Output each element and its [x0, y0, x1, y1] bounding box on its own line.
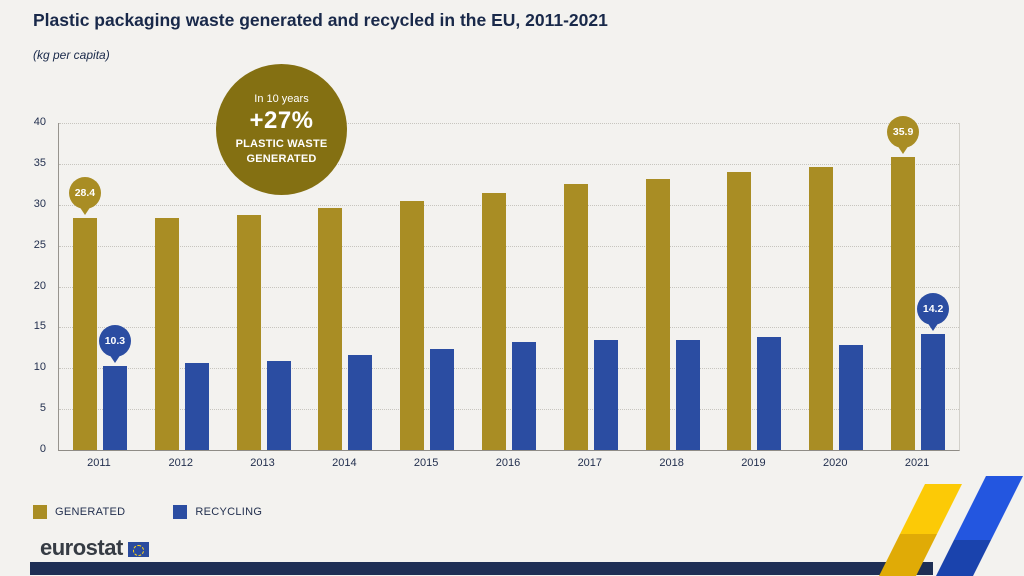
bar-recycling-2016	[512, 342, 536, 450]
callout-line2: +27%	[249, 107, 314, 135]
callout-line3: PLASTIC WASTE	[235, 138, 328, 151]
y-axis-label: 40	[33, 116, 46, 128]
x-axis-label: 2011	[87, 457, 111, 469]
plot-area: 28.4 10.3 35.9 14.2	[58, 115, 960, 451]
x-axis-label: 2017	[577, 457, 603, 469]
data-label-tail	[897, 144, 910, 154]
data-label-tail	[927, 321, 940, 331]
chart-title: Plastic packaging waste generated and re…	[33, 10, 608, 30]
gridline	[59, 286, 959, 288]
bar-recycling-2012	[184, 363, 209, 450]
x-axis-label: 2020	[823, 457, 848, 469]
bar-generated-2021	[891, 156, 916, 450]
bar-generated-2015	[400, 200, 425, 450]
chart-subtitle: (kg per capita)	[33, 48, 110, 62]
y-axis-label: 0	[39, 443, 46, 455]
y-axis-label: 20	[33, 279, 46, 292]
x-axis-label: 2013	[250, 457, 275, 469]
bar-recycling-2014	[348, 355, 373, 450]
callout-bubble: In 10 years +27% PLASTIC WASTE GENERATED	[216, 64, 347, 195]
x-axis-label: 2016	[495, 457, 521, 469]
data-label-tail	[78, 205, 91, 215]
y-axis-label: 10	[33, 361, 46, 374]
eurostat-logo: eurostat	[40, 537, 149, 559]
x-axis-label: 2015	[413, 457, 439, 469]
bar-recycling-2015	[430, 349, 455, 450]
gridline	[59, 245, 959, 247]
eu-stars-ring	[133, 544, 145, 556]
legend-swatch-recycling	[173, 505, 188, 519]
legend-item-recycling: RECYCLING	[173, 505, 262, 519]
gridline	[59, 368, 959, 370]
callout-line4: GENERATED	[246, 152, 317, 165]
bar-recycling-2018	[675, 339, 700, 450]
gridline	[59, 163, 959, 165]
x-axis-label: 2018	[659, 457, 684, 469]
bar-generated-2019	[727, 172, 752, 450]
bar-generated-2012	[154, 217, 179, 450]
legend-label-recycling: RECYCLING	[195, 506, 263, 518]
bar-generated-2014	[318, 208, 343, 450]
gridline	[59, 204, 959, 206]
bar-recycling-2011	[102, 365, 127, 450]
bar-recycling-2019	[757, 337, 782, 450]
legend-swatch-generated	[33, 505, 47, 519]
eu-flag-icon	[127, 542, 149, 557]
y-axis: 0 5 10 15 20 25 30 35 40	[0, 116, 52, 455]
data-label-tail	[108, 353, 121, 363]
callout-line1: In 10 years	[254, 93, 309, 106]
bar-generated-2013	[236, 215, 261, 450]
bar-generated-2017	[563, 184, 588, 450]
bar-recycling-2017	[593, 340, 618, 450]
x-axis-label: 2021	[904, 457, 930, 469]
bar-generated-2016	[482, 193, 506, 450]
legend-label-generated: GENERATED	[55, 506, 126, 518]
data-label-generated-2021: 35.9	[887, 115, 920, 154]
bar-recycling-2013	[266, 360, 291, 450]
legend-item-generated: GENERATED	[33, 505, 125, 519]
gridline	[59, 327, 959, 329]
y-axis-label: 35	[33, 156, 46, 169]
bar-recycling-2021	[921, 333, 946, 450]
bar-generated-2018	[645, 178, 670, 450]
x-axis-label: 2019	[741, 457, 766, 469]
ribbon-decoration-icon	[879, 476, 1023, 576]
legend: GENERATED RECYCLING	[33, 505, 262, 519]
y-axis-label: 15	[33, 320, 46, 333]
x-axis: 2011 2012 2013 2014 2015 2016 2017 2018 2019 2020…	[58, 457, 958, 473]
data-label-recycling-2011: 10.3	[98, 324, 131, 363]
y-axis-label: 5	[39, 402, 46, 415]
y-axis-label: 25	[33, 238, 46, 251]
bar-generated-2011	[72, 217, 97, 450]
data-label-recycling-2021: 14.2	[917, 292, 950, 331]
data-label-generated-2011: 28.4	[68, 176, 101, 215]
x-axis-label: 2014	[332, 457, 357, 469]
bar-generated-2020	[809, 167, 834, 450]
gridline	[59, 409, 959, 411]
x-axis-label: 2012	[168, 457, 193, 469]
gridline	[59, 123, 959, 124]
bar-recycling-2020	[839, 345, 864, 450]
y-axis-label: 30	[33, 197, 46, 210]
footer-strip	[30, 562, 933, 575]
eurostat-wordmark: eurostat	[40, 535, 123, 560]
